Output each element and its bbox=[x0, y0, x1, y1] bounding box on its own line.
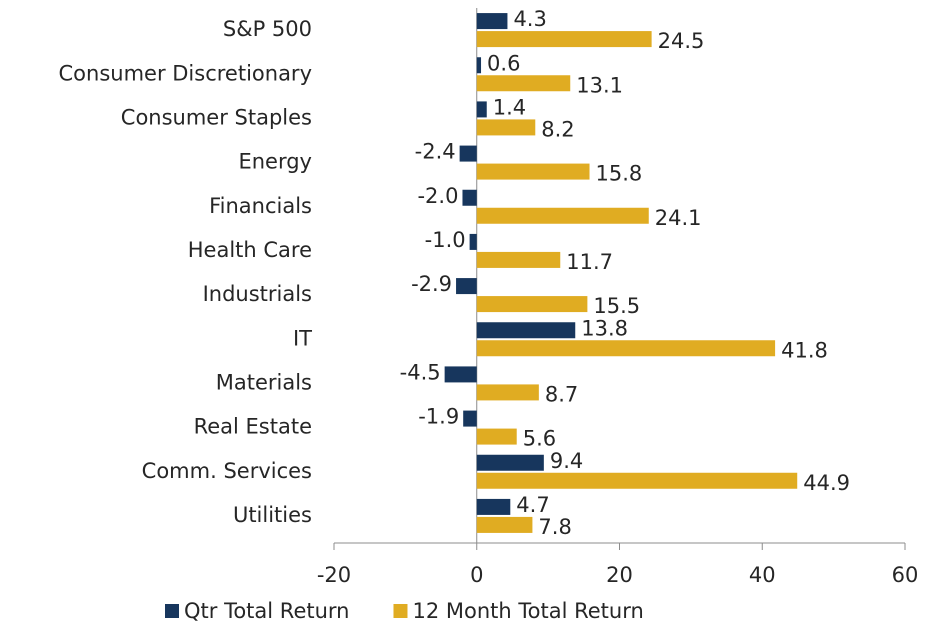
value-label: 15.5 bbox=[593, 294, 640, 318]
value-label: 41.8 bbox=[781, 338, 828, 362]
y-tick-label: Consumer Discretionary bbox=[59, 61, 313, 85]
value-label: -2.4 bbox=[415, 140, 456, 164]
y-tick-label: Health Care bbox=[188, 238, 312, 262]
bar bbox=[444, 366, 477, 383]
value-label: 5.6 bbox=[523, 427, 556, 451]
x-tick-label: -20 bbox=[317, 563, 351, 587]
bar bbox=[476, 384, 539, 401]
value-label: -1.0 bbox=[425, 228, 466, 252]
bar bbox=[476, 75, 571, 92]
bar bbox=[463, 410, 477, 427]
bar bbox=[476, 101, 487, 118]
value-label: 44.9 bbox=[803, 471, 850, 495]
bar bbox=[476, 296, 588, 313]
y-tick-label: Real Estate bbox=[194, 415, 312, 439]
value-label: 15.8 bbox=[596, 162, 643, 186]
bar bbox=[476, 57, 482, 74]
value-label: 4.7 bbox=[516, 493, 549, 517]
y-tick-label: Comm. Services bbox=[142, 459, 312, 483]
legend-label: 12 Month Total Return bbox=[412, 599, 643, 623]
bar bbox=[476, 454, 544, 471]
value-label: 8.2 bbox=[541, 117, 574, 141]
y-tick-label: Industrials bbox=[203, 282, 312, 306]
y-tick-label: Materials bbox=[216, 370, 312, 394]
bar bbox=[476, 13, 508, 30]
bar bbox=[459, 145, 477, 162]
bar bbox=[476, 322, 576, 339]
y-tick-label: S&P 500 bbox=[223, 17, 312, 41]
value-label: 13.1 bbox=[576, 73, 623, 97]
x-tick-label: 0 bbox=[470, 563, 483, 587]
y-tick-label: IT bbox=[293, 326, 312, 350]
value-label: 7.8 bbox=[538, 515, 571, 539]
value-label: 24.1 bbox=[655, 206, 702, 230]
value-label: -1.9 bbox=[418, 405, 459, 429]
value-label: 11.7 bbox=[566, 250, 613, 274]
bar bbox=[456, 278, 477, 295]
y-tick-label: Financials bbox=[209, 194, 312, 218]
x-tick-label: 60 bbox=[892, 563, 919, 587]
value-label: 8.7 bbox=[545, 382, 578, 406]
x-tick-label: 20 bbox=[606, 563, 633, 587]
bar bbox=[476, 119, 536, 136]
y-tick-label: Consumer Staples bbox=[121, 105, 312, 129]
value-label: 13.8 bbox=[581, 316, 628, 340]
bar bbox=[476, 163, 590, 180]
legend-label: Qtr Total Return bbox=[184, 599, 349, 623]
bar bbox=[462, 189, 477, 206]
bar bbox=[469, 233, 477, 250]
bar bbox=[476, 428, 517, 445]
bar bbox=[476, 251, 561, 268]
bar bbox=[476, 207, 649, 224]
value-label: 0.6 bbox=[487, 51, 520, 75]
x-tick-label: 40 bbox=[749, 563, 776, 587]
value-label: 24.5 bbox=[658, 29, 705, 53]
y-tick-label: Energy bbox=[238, 150, 312, 174]
value-label: 4.3 bbox=[513, 7, 546, 31]
value-label: -4.5 bbox=[400, 360, 441, 384]
value-label: -2.9 bbox=[411, 272, 452, 296]
bar bbox=[476, 516, 533, 533]
y-tick-label: Utilities bbox=[233, 503, 312, 527]
value-label: 9.4 bbox=[550, 449, 583, 473]
bar bbox=[476, 31, 652, 48]
value-label: -2.0 bbox=[417, 184, 458, 208]
bar bbox=[476, 340, 776, 357]
bar bbox=[476, 498, 511, 515]
bar bbox=[476, 472, 798, 489]
legend-swatch bbox=[393, 604, 408, 618]
legend-swatch bbox=[165, 604, 179, 618]
value-label: 1.4 bbox=[493, 95, 526, 119]
